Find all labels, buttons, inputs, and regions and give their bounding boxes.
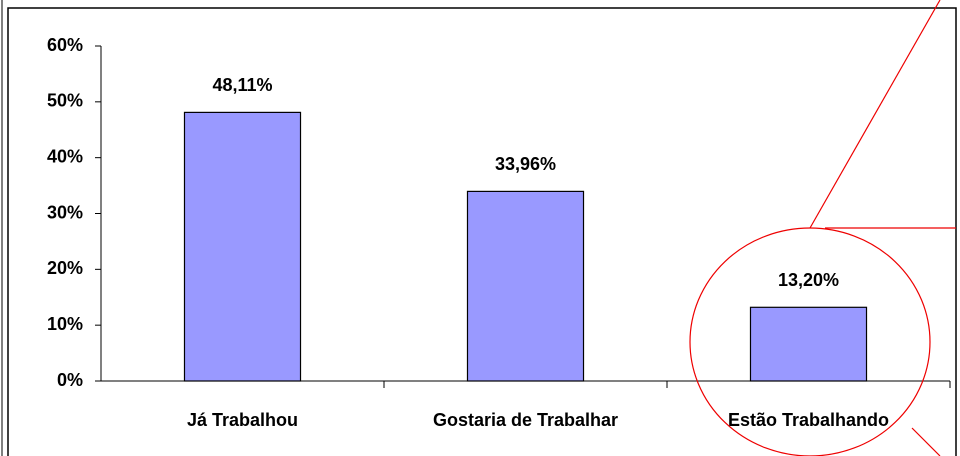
x-tick-label: Estão Trabalhando — [728, 410, 889, 430]
y-tick-label: 60% — [47, 35, 83, 55]
chart-frame — [7, 7, 957, 456]
bar — [466, 190, 585, 382]
y-tick-label: 0% — [57, 370, 83, 390]
value-label: 48,11% — [212, 75, 272, 95]
value-label: 13,20% — [778, 270, 839, 290]
y-tick-label: 20% — [47, 258, 83, 278]
annotation-line — [809, 0, 941, 229]
bar — [749, 306, 868, 382]
x-tick-label: Já Trabalhou — [187, 410, 298, 430]
value-label: 33,96% — [495, 154, 556, 174]
x-tick-label: Gostaria de Trabalhar — [433, 410, 618, 430]
y-tick-label: 30% — [47, 202, 83, 222]
y-tick-label: 50% — [47, 91, 83, 111]
y-tick-label: 10% — [47, 314, 83, 334]
bar — [183, 111, 302, 382]
y-tick-label: 40% — [47, 146, 83, 166]
annotation-line — [911, 427, 941, 456]
